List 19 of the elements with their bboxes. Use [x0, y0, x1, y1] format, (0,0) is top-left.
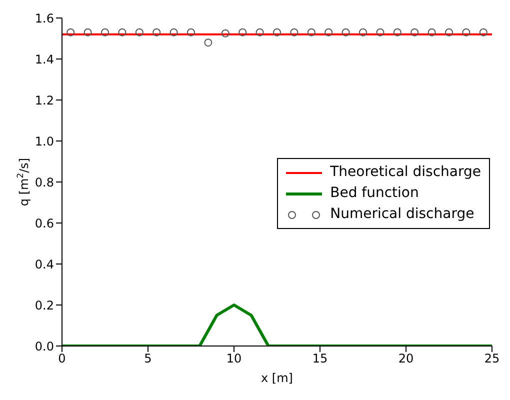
y-tick-label: 0.4 — [34, 257, 54, 272]
y-tick-label: 0.8 — [34, 175, 54, 190]
x-tick-label: 10 — [226, 352, 242, 366]
legend-label: Bed function — [330, 184, 419, 203]
x-tick-label: 5 — [144, 352, 152, 366]
legend-label: Numerical discharge — [330, 205, 474, 224]
x-tick-label: 25 — [484, 352, 500, 366]
y-tick-label: 1.0 — [34, 134, 54, 148]
x-tick-label: 15 — [312, 352, 328, 366]
y-tick-label: 0.6 — [34, 216, 54, 230]
y-tick-label: 1.2 — [34, 93, 54, 108]
x-axis-title: x [m] — [261, 371, 293, 385]
x-tick-label: 0 — [58, 352, 66, 366]
y-tick-label: 1.6 — [34, 11, 54, 26]
x-tick-label: 20 — [398, 352, 414, 366]
legend-label: Theoretical discharge — [330, 163, 481, 182]
y-tick-label: 0.0 — [34, 339, 54, 354]
y-tick-label: 1.4 — [34, 52, 54, 66]
y-tick-label: 0.2 — [34, 298, 54, 312]
